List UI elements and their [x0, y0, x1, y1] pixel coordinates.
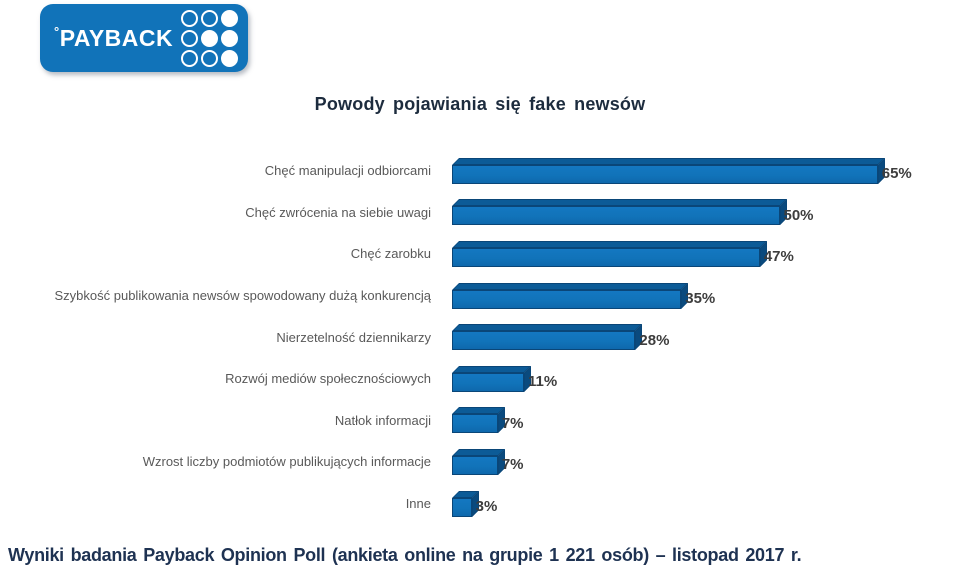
bar-face — [452, 331, 636, 351]
logo-brand-text: °PAYBACK — [54, 24, 173, 52]
bar-face — [452, 164, 878, 184]
bar — [452, 199, 787, 226]
chart-row: Chęć manipulacji odbiorcami 65% — [0, 150, 960, 192]
chart-title: Powody pojawiania się fake newsów — [314, 94, 646, 114]
logo-dot-filled — [221, 49, 238, 67]
value-label: 7% — [501, 414, 524, 432]
category-label: Nierzetelność dziennikarzy — [276, 329, 431, 345]
bar-face — [452, 289, 682, 309]
bar-top — [452, 365, 532, 373]
bar — [452, 448, 505, 475]
bar-top — [452, 448, 505, 456]
logo-dot-outline — [201, 49, 218, 67]
category-label: Wzrost liczby podmiotów publikujących in… — [142, 454, 431, 470]
bar-wrap: 47% — [452, 240, 794, 267]
category-label: Rozwój mediów społecznościowych — [225, 371, 431, 387]
bar — [452, 490, 479, 517]
bar — [452, 282, 689, 309]
category-label: Chęć manipulacji odbiorcami — [264, 163, 431, 179]
logo-dot-filled — [221, 29, 238, 47]
category-label: Inne — [405, 496, 431, 512]
chart-row: Nierzetelność dziennikarzy 28% — [0, 316, 960, 358]
value-label: 65% — [881, 165, 912, 183]
chart-row: Wzrost liczby podmiotów publikujących in… — [0, 441, 960, 483]
bar — [452, 157, 885, 184]
logo-dot-outline — [201, 9, 218, 27]
bar-top — [452, 282, 689, 290]
brand-name: PAYBACK — [59, 25, 174, 51]
bar-top — [452, 199, 787, 207]
bar-face — [452, 497, 472, 517]
chart-rows: Chęć manipulacji odbiorcami 65% Chęć zwróc… — [0, 150, 960, 524]
value-label: 47% — [763, 248, 794, 266]
bar-wrap: 3% — [452, 490, 498, 517]
bar-top — [452, 157, 885, 165]
bar-face — [452, 206, 780, 226]
payback-logo: °PAYBACK — [40, 4, 248, 72]
degree-symbol: ° — [54, 24, 60, 39]
logo-dot-outline — [181, 29, 198, 47]
bar-chart: Chęć manipulacji odbiorcami 65% Chęć zwróc… — [0, 150, 960, 524]
bar-wrap: 7% — [452, 448, 524, 475]
chart-row: Natłok informacji 7% — [0, 400, 960, 442]
bar-wrap: 28% — [452, 324, 670, 351]
value-label: 35% — [685, 290, 716, 308]
logo-dot-outline — [181, 49, 198, 67]
bar-face — [452, 372, 525, 392]
bar-wrap: 7% — [452, 407, 524, 434]
bar-wrap: 50% — [452, 199, 814, 226]
bar — [452, 365, 532, 392]
logo-dot-filled — [201, 29, 218, 47]
bar-face — [452, 414, 498, 434]
bar-top — [452, 407, 505, 415]
chart-row: Rozwój mediów społecznościowych 11% — [0, 358, 960, 400]
bar — [452, 240, 767, 267]
category-label: Szybkość publikowania newsów spowodowany… — [54, 288, 432, 304]
bar-face — [452, 247, 760, 267]
bar-wrap: 35% — [452, 282, 716, 309]
chart-row: Chęć zwrócenia na siebie uwagi 50% — [0, 192, 960, 234]
bar-top — [452, 240, 767, 248]
chart-row: Szybkość publikowania newsów spowodowany… — [0, 275, 960, 317]
chart-row: Chęć zarobku 47% — [0, 233, 960, 275]
value-label: 11% — [528, 373, 558, 391]
footer-source-note: Wyniki badania Payback Opinion Poll (ank… — [8, 545, 802, 565]
bar — [452, 324, 643, 351]
value-label: 28% — [639, 331, 670, 349]
logo-dot-outline — [181, 9, 198, 27]
bar-wrap: 11% — [452, 365, 558, 392]
chart-row: Inne 3% — [0, 483, 960, 525]
logo-dots-grid — [181, 9, 238, 67]
bar-wrap: 65% — [452, 157, 912, 184]
value-label: 3% — [475, 498, 498, 516]
category-label: Chęć zwrócenia na siebie uwagi — [245, 204, 431, 220]
bar — [452, 407, 505, 434]
value-label: 7% — [501, 456, 524, 474]
category-label: Chęć zarobku — [350, 246, 431, 262]
bar-top — [452, 324, 643, 332]
bar-face — [452, 455, 498, 475]
value-label: 50% — [783, 206, 814, 224]
logo-dot-filled — [221, 9, 238, 27]
category-label: Natłok informacji — [334, 412, 431, 428]
